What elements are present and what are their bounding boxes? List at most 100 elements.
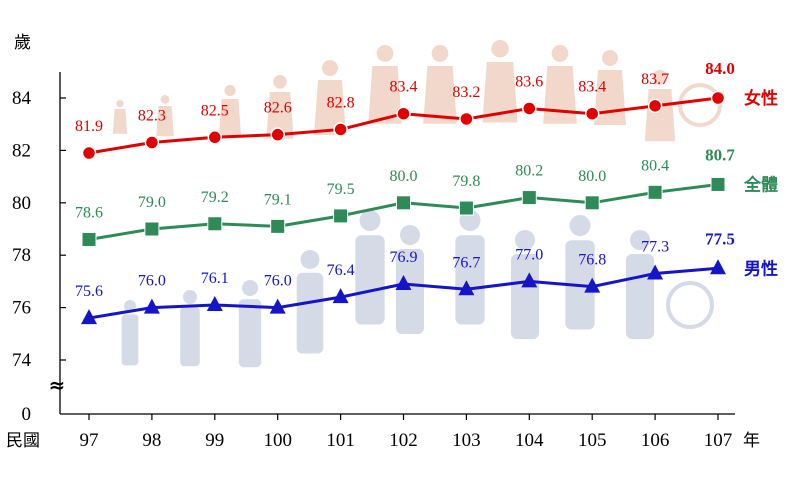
x-tick-label: 104	[515, 430, 544, 451]
figure-body	[423, 66, 457, 124]
data-label: 80.7	[705, 145, 735, 164]
data-point	[81, 231, 97, 247]
figure-head	[431, 45, 449, 62]
figure-body	[355, 235, 385, 325]
x-tick-label: 107	[704, 430, 733, 451]
x-tick-label: 106	[641, 430, 670, 451]
x-tick-label: 98	[142, 430, 161, 451]
figure-head	[359, 210, 381, 231]
data-label: 83.4	[578, 79, 606, 96]
female-figure-silhouette	[314, 60, 346, 135]
figure-head	[300, 250, 320, 269]
data-label: 81.9	[75, 118, 103, 135]
data-point	[458, 200, 474, 216]
figure-body	[455, 235, 485, 325]
y-tick-label: 80	[12, 193, 31, 214]
data-point	[207, 216, 223, 232]
x-prefix-label: 民國	[6, 431, 40, 451]
data-label: 82.8	[327, 94, 355, 111]
female-figure-silhouette	[423, 45, 457, 124]
female-figure-silhouette	[266, 75, 294, 139]
figure-head	[652, 70, 668, 86]
figure-head	[602, 50, 618, 66]
data-point	[647, 98, 663, 114]
female-figure-silhouette	[218, 85, 242, 138]
figure-head	[242, 280, 258, 296]
data-label: 77.0	[515, 246, 543, 263]
data-label: 83.7	[641, 71, 669, 88]
y-zero-label: 0	[22, 404, 32, 425]
figure-body	[180, 306, 200, 367]
figure-body	[626, 254, 654, 339]
data-label: 79.5	[327, 181, 355, 198]
data-point	[333, 122, 348, 137]
data-point	[710, 176, 726, 192]
data-point	[144, 221, 160, 237]
data-label: 82.3	[138, 108, 166, 125]
data-label: 83.4	[390, 79, 418, 96]
y-tick-label: 82	[12, 140, 31, 161]
figure-head	[400, 225, 420, 245]
data-label: 77.5	[705, 229, 735, 248]
data-label: 76.1	[201, 270, 229, 287]
data-point	[269, 298, 286, 314]
figure-head	[322, 60, 338, 76]
data-label: 80.2	[515, 163, 543, 180]
x-suffix-label: 年	[743, 431, 760, 451]
figure-body	[644, 89, 676, 142]
x-tick-label: 99	[205, 430, 224, 451]
figure-head	[569, 215, 591, 236]
figure-body	[296, 272, 324, 354]
data-point	[647, 184, 663, 200]
figure-body	[543, 66, 577, 124]
male-figure-silhouette	[565, 215, 595, 330]
x-tick-label: 101	[326, 430, 355, 451]
figure-body	[314, 80, 346, 135]
data-label: 76.0	[264, 273, 292, 290]
y-unit-label: 歲	[14, 33, 31, 53]
data-label: 79.8	[452, 173, 480, 190]
data-point	[81, 309, 97, 325]
y-tick-label: 84	[12, 88, 32, 109]
data-point	[332, 288, 349, 304]
figure-body	[396, 249, 424, 334]
figure-body	[238, 299, 262, 368]
figure-body	[156, 106, 174, 137]
data-point	[459, 111, 474, 127]
data-label: 78.6	[75, 204, 103, 221]
female-figure-silhouette	[156, 95, 174, 137]
data-label: 75.6	[75, 283, 103, 300]
male-figure-silhouette	[396, 225, 424, 334]
data-point	[206, 295, 223, 311]
data-label: 76.0	[138, 273, 166, 290]
data-point	[521, 190, 537, 206]
figure-body	[511, 254, 539, 339]
series-name-label: 女性	[744, 88, 778, 109]
figure-head	[630, 230, 650, 250]
data-point	[270, 218, 286, 234]
female-figure-silhouette	[112, 100, 128, 134]
figure-body	[482, 62, 518, 123]
data-point	[143, 298, 160, 314]
figure-head	[515, 230, 535, 250]
data-point	[522, 101, 537, 116]
female-figure-silhouette	[482, 40, 518, 123]
figure-head	[116, 100, 124, 108]
figure-body	[121, 314, 139, 366]
wheelchair-wheel	[666, 281, 714, 329]
figure-head	[183, 290, 197, 304]
data-point	[207, 130, 223, 145]
data-label: 83.2	[452, 84, 480, 101]
x-tick-label: 100	[263, 430, 292, 451]
data-point	[333, 208, 349, 224]
figure-body	[368, 66, 402, 124]
series: 81.9 82.3 82.5 82.6 82.8 83.4 83.2 83.6 83.4 83.7…	[75, 59, 778, 325]
data-point	[81, 145, 97, 161]
data-point	[584, 195, 600, 211]
data-point	[584, 106, 600, 121]
male-figure-silhouette	[455, 210, 485, 325]
axes: 歲 民國 年 0 ≈ 74 76 78 80 82 84 97 98 99 100 101 102 10…	[6, 33, 760, 451]
figure-head	[160, 95, 170, 104]
data-point	[710, 90, 726, 106]
